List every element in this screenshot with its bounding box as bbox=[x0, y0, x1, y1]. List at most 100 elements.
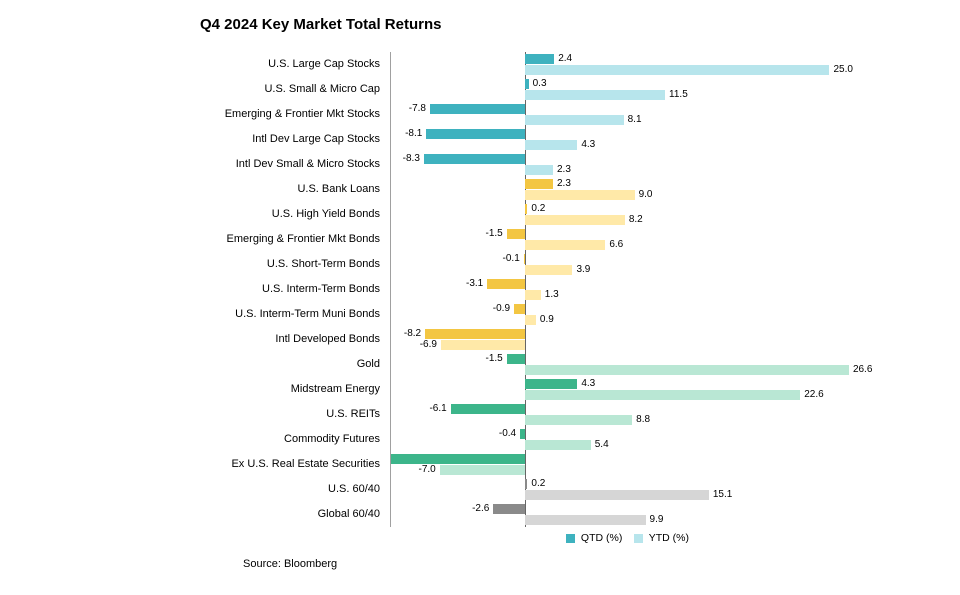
category-label: Emerging & Frontier Mkt Bonds bbox=[227, 233, 380, 245]
ytd-bar bbox=[525, 515, 646, 525]
chart-title: Q4 2024 Key Market Total Returns bbox=[200, 16, 441, 33]
category-label: Intl Developed Bonds bbox=[275, 333, 380, 345]
bar-value-label: -6.1 bbox=[429, 403, 446, 414]
category-label: Intl Dev Small & Micro Stocks bbox=[236, 158, 380, 170]
category-label: U.S. Interm-Term Bonds bbox=[262, 283, 380, 295]
legend-ytd-swatch bbox=[634, 534, 643, 543]
bar-value-label: 5.4 bbox=[595, 439, 609, 450]
bar-value-label: 6.6 bbox=[609, 239, 623, 250]
ytd-bar bbox=[440, 465, 525, 475]
ytd-bar bbox=[525, 190, 635, 200]
category-label: Commodity Futures bbox=[284, 433, 380, 445]
ytd-bar bbox=[525, 490, 709, 500]
bar-value-label: 9.0 bbox=[639, 189, 653, 200]
bar-value-label: -6.9 bbox=[420, 339, 437, 350]
bar-value-label: -7.8 bbox=[409, 103, 426, 114]
legend-qtd-label: QTD (%) bbox=[581, 532, 622, 544]
legend-qtd-swatch bbox=[566, 534, 575, 543]
ytd-bar bbox=[525, 240, 605, 250]
bar-value-label: 4.3 bbox=[581, 378, 595, 389]
chart-plot-area: 2.4 25.0 0.3 11.5 -7.8 8.1 -8.1 4.3 -8.3 2.3 2.3 9.… bbox=[390, 52, 866, 527]
ytd-bar bbox=[525, 65, 829, 75]
qtd-bar bbox=[425, 329, 525, 339]
category-label: U.S. Interm-Term Muni Bonds bbox=[235, 308, 380, 320]
ytd-bar bbox=[525, 315, 536, 325]
bar-value-label: 11.5 bbox=[669, 89, 688, 100]
bar-value-label: 15.1 bbox=[713, 489, 732, 500]
category-label: U.S. Bank Loans bbox=[297, 183, 380, 195]
ytd-bar bbox=[525, 165, 553, 175]
bar-value-label: -1.5 bbox=[485, 353, 502, 364]
category-label: U.S. Small & Micro Cap bbox=[264, 83, 380, 95]
bar-value-label: 8.8 bbox=[636, 414, 650, 425]
qtd-bar bbox=[451, 404, 525, 414]
qtd-bar bbox=[493, 504, 525, 514]
qtd-bar bbox=[524, 254, 525, 264]
category-label: Emerging & Frontier Mkt Stocks bbox=[225, 108, 380, 120]
ytd-bar bbox=[525, 365, 849, 375]
ytd-bar bbox=[525, 215, 625, 225]
bar-value-label: -0.9 bbox=[493, 303, 510, 314]
bar-value-label: 9.9 bbox=[650, 514, 664, 525]
bar-value-label: 25.0 bbox=[833, 64, 852, 75]
category-label: Intl Dev Large Cap Stocks bbox=[252, 133, 380, 145]
qtd-bar bbox=[525, 54, 554, 64]
bar-value-label: 8.2 bbox=[629, 214, 643, 225]
category-label: Ex U.S. Real Estate Securities bbox=[231, 458, 380, 470]
qtd-bar bbox=[424, 154, 525, 164]
qtd-bar bbox=[520, 429, 525, 439]
qtd-bar bbox=[391, 454, 525, 464]
ytd-bar bbox=[525, 290, 541, 300]
bar-value-label: 0.9 bbox=[540, 314, 554, 325]
source-text: Source: Bloomberg bbox=[243, 558, 337, 570]
qtd-bar bbox=[487, 279, 525, 289]
bar-value-label: -8.1 bbox=[405, 128, 422, 139]
category-label: Global 60/40 bbox=[318, 508, 380, 520]
bar-value-label: -1.5 bbox=[485, 228, 502, 239]
bar-value-label: -0.4 bbox=[499, 428, 516, 439]
legend-ytd-label: YTD (%) bbox=[649, 532, 689, 544]
bar-value-label: -8.2 bbox=[404, 328, 421, 339]
ytd-bar bbox=[525, 415, 632, 425]
category-label: Gold bbox=[357, 358, 380, 370]
ytd-bar bbox=[525, 140, 577, 150]
category-label: U.S. Large Cap Stocks bbox=[268, 58, 380, 70]
bar-value-label: 0.2 bbox=[531, 203, 545, 214]
bar-value-label: -7.0 bbox=[418, 464, 435, 475]
category-label: U.S. High Yield Bonds bbox=[272, 208, 380, 220]
ytd-bar bbox=[525, 90, 665, 100]
bar-value-label: 4.3 bbox=[581, 139, 595, 150]
bar-value-label: -3.1 bbox=[466, 278, 483, 289]
bar-value-label: 2.4 bbox=[558, 53, 572, 64]
qtd-bar bbox=[507, 354, 525, 364]
category-label: U.S. REITs bbox=[326, 408, 380, 420]
bar-value-label: 2.3 bbox=[557, 178, 571, 189]
category-labels: U.S. Large Cap Stocks U.S. Small & Micro … bbox=[0, 52, 388, 527]
ytd-bar bbox=[525, 265, 573, 275]
bar-value-label: 0.2 bbox=[531, 478, 545, 489]
bar-value-label: 8.1 bbox=[628, 114, 642, 125]
category-label: Midstream Energy bbox=[291, 383, 380, 395]
bar-value-label: -8.3 bbox=[403, 153, 420, 164]
qtd-bar bbox=[507, 229, 525, 239]
ytd-bar bbox=[441, 340, 525, 350]
qtd-bar bbox=[525, 379, 577, 389]
bar-value-label: 1.3 bbox=[545, 289, 559, 300]
category-label: U.S. 60/40 bbox=[328, 483, 380, 495]
bar-value-label: -2.6 bbox=[472, 503, 489, 514]
ytd-bar bbox=[525, 440, 591, 450]
ytd-bar bbox=[525, 115, 624, 125]
ytd-bar bbox=[525, 390, 800, 400]
bar-value-label: 22.6 bbox=[804, 389, 823, 400]
category-label: U.S. Short-Term Bonds bbox=[267, 258, 380, 270]
bar-value-label: 0.3 bbox=[533, 78, 547, 89]
qtd-bar bbox=[525, 204, 527, 214]
qtd-bar bbox=[426, 129, 525, 139]
qtd-bar bbox=[514, 304, 525, 314]
qtd-bar bbox=[525, 479, 527, 489]
qtd-bar bbox=[525, 179, 553, 189]
legend: QTD (%) YTD (%) bbox=[390, 532, 865, 544]
bar-value-label: 2.3 bbox=[557, 164, 571, 175]
bar-value-label: -0.1 bbox=[503, 253, 520, 264]
bar-value-label: 26.6 bbox=[853, 364, 872, 375]
